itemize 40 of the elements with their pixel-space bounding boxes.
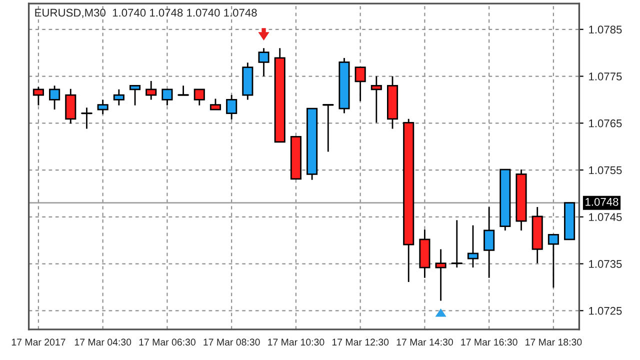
x-tick-label: 17 Mar 2017 — [12, 338, 66, 346]
y-tick-label: 1.0725 — [589, 306, 622, 315]
candlestick — [194, 88, 205, 106]
y-tick-label: 1.0755 — [589, 166, 622, 174]
candlestick — [451, 219, 463, 268]
candlestick — [65, 88, 76, 124]
candlestick — [322, 104, 334, 152]
y-tick-label: 1.0735 — [589, 260, 622, 268]
x-tick-label: 17 Mar 10:30 — [268, 338, 324, 346]
chart-title: EURUSD,M30 1.0740 1.0748 1.0740 1.0748 — [35, 8, 257, 18]
candlestick — [210, 98, 222, 110]
y-tick-label: 1.0765 — [589, 119, 622, 128]
x-tick-label: 17 Mar 04:30 — [74, 338, 132, 346]
candlestick — [435, 248, 446, 302]
candlestick — [81, 106, 92, 130]
y-tick-label: 1.0745 — [589, 213, 622, 222]
candlestick — [178, 84, 189, 96]
x-tick-label: 17 Mar 12:30 — [332, 338, 389, 346]
candlestick — [370, 76, 382, 124]
candlestick — [32, 86, 44, 106]
candlestick — [162, 88, 173, 106]
ref-line-label: 1.0748 — [586, 198, 618, 206]
x-tick-label: 17 Mar 18:30 — [526, 338, 582, 346]
candlestick — [49, 84, 60, 110]
candlestick — [258, 47, 270, 77]
candlestick — [354, 66, 366, 102]
candlestick — [467, 224, 479, 268]
candlestick — [484, 206, 495, 279]
candlestick — [129, 84, 141, 106]
candlestick — [146, 80, 157, 100]
candlestick — [226, 94, 238, 120]
candlestick — [97, 99, 108, 115]
x-tick-label: 17 Mar 06:30 — [139, 338, 196, 346]
y-tick-label: 1.0785 — [589, 26, 622, 34]
x-tick-label: 17 Mar 16:30 — [461, 338, 518, 346]
x-tick-label: 17 Mar 14:30 — [396, 338, 453, 346]
x-tick-label: 17 Mar 08:30 — [204, 338, 260, 346]
y-tick-label: 1.0775 — [589, 72, 622, 80]
candlestick — [113, 88, 124, 106]
candlestick — [548, 234, 559, 288]
